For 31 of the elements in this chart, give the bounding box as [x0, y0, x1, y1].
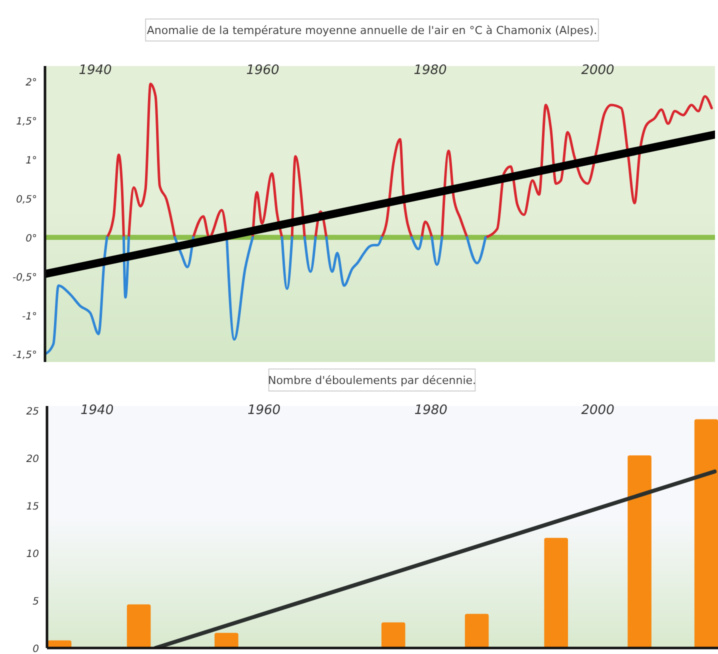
y-tick-label: 2° — [26, 78, 37, 89]
y-tick-label: 5 — [32, 596, 39, 608]
bar — [126, 604, 151, 648]
y-tick-label: 0,5° — [16, 194, 37, 206]
y-tick-label: 15 — [26, 502, 39, 513]
y-tick-label: 25 — [26, 406, 39, 418]
y-tick-label: 20 — [26, 454, 39, 466]
y-tick-label: -1,5° — [12, 350, 37, 362]
y-tick-label: 1,5° — [16, 116, 37, 128]
bar — [214, 632, 238, 648]
chart-title: Anomalie de la température moyenne annuelle de l'air en °C à Chamonix (Alpes). — [146, 24, 598, 37]
x-tick-label: 1940 — [78, 63, 112, 78]
bar — [694, 419, 718, 648]
y-tick-label: 0 — [32, 644, 39, 654]
y-tick-label: -1° — [22, 311, 37, 322]
x-tick-label: 1960 — [247, 403, 281, 418]
bar — [381, 622, 406, 648]
y-tick-label: -0,5° — [12, 272, 37, 284]
x-tick-label: 1980 — [414, 403, 448, 418]
x-tick-label: 1940 — [80, 403, 114, 418]
chart-title: Nombre d'éboulements par décennie. — [268, 374, 476, 387]
y-tick-label: 1° — [26, 155, 37, 166]
x-tick-label: 2000 — [581, 63, 614, 78]
x-tick-label: 1960 — [246, 63, 280, 78]
bar — [544, 538, 568, 648]
x-tick-label: 1980 — [414, 63, 447, 78]
bar — [464, 614, 489, 648]
x-tick-label: 2000 — [581, 403, 614, 418]
bar — [628, 455, 652, 648]
y-tick-label: 0° — [26, 233, 37, 244]
y-tick-label: 10 — [26, 549, 39, 560]
